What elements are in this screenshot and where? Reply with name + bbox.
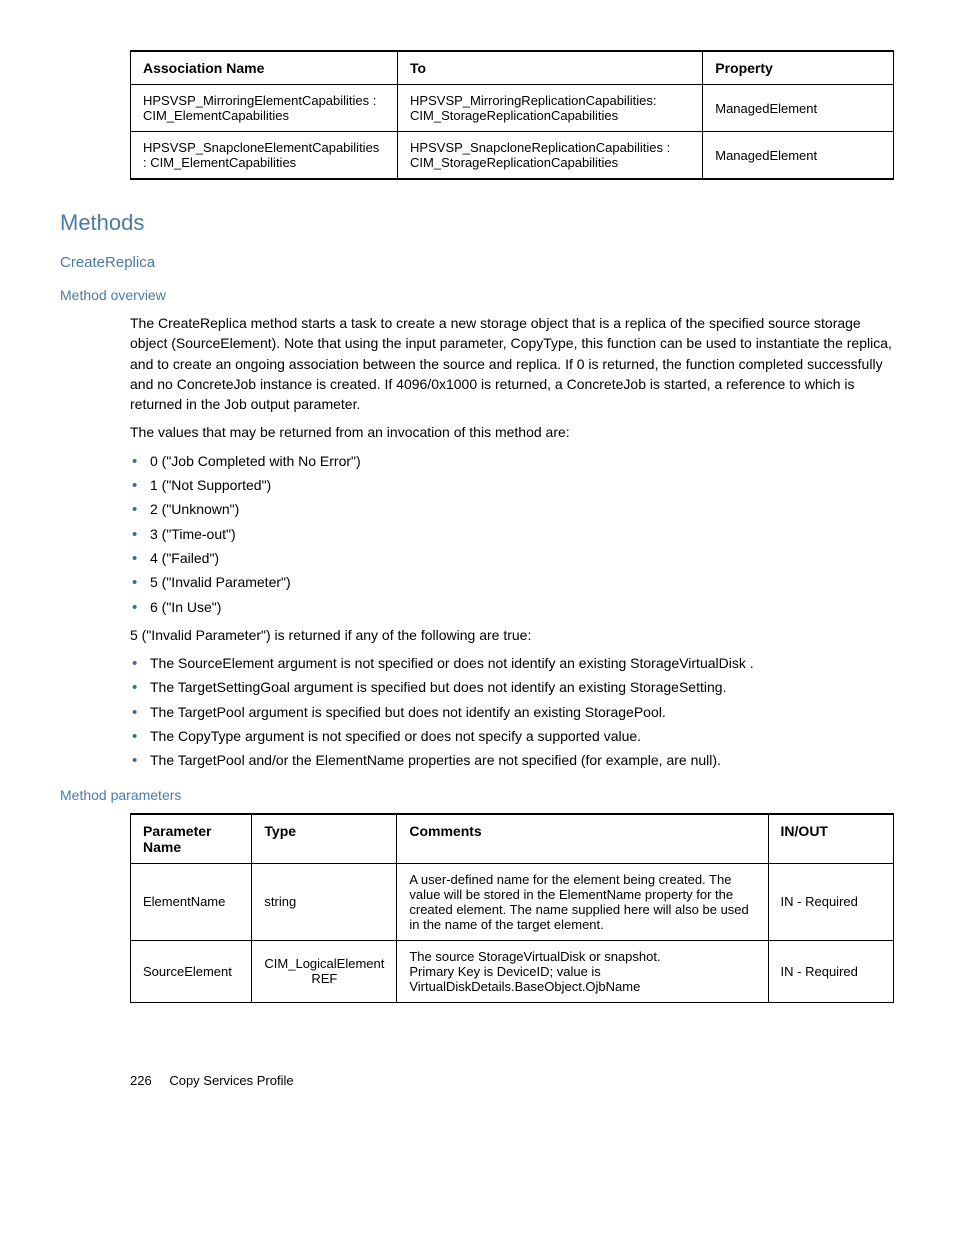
page-number: 226	[130, 1073, 152, 1088]
list-item: The TargetPool and/or the ElementName pr…	[130, 750, 894, 770]
th-to: To	[398, 51, 703, 85]
list-item: The CopyType argument is not specified o…	[130, 726, 894, 746]
overview-p2: The values that may be returned from an …	[130, 422, 894, 442]
association-table: Association Name To Property HPSVSP_Mirr…	[130, 50, 894, 180]
list-item: 4 ("Failed")	[130, 548, 894, 568]
overview-body: The CreateReplica method starts a task t…	[130, 313, 894, 771]
table-row: SourceElement CIM_LogicalElement REF The…	[131, 940, 894, 1002]
list-item: The TargetSettingGoal argument is specif…	[130, 677, 894, 697]
overview-p1: The CreateReplica method starts a task t…	[130, 313, 894, 414]
page-footer: 226 Copy Services Profile	[60, 1073, 894, 1088]
th-param-name: Parameter Name	[131, 814, 252, 864]
th-type: Type	[252, 814, 397, 864]
list-item: 0 ("Job Completed with No Error")	[130, 451, 894, 471]
return-values-list: 0 ("Job Completed with No Error") 1 ("No…	[130, 451, 894, 617]
th-property: Property	[703, 51, 894, 85]
heading-methods: Methods	[60, 210, 894, 236]
heading-create-replica: CreateReplica	[60, 254, 894, 271]
list-item: The TargetPool argument is specified but…	[130, 702, 894, 722]
heading-method-overview: Method overview	[60, 287, 894, 303]
footer-section: Copy Services Profile	[169, 1073, 293, 1088]
th-inout: IN/OUT	[768, 814, 893, 864]
heading-method-parameters: Method parameters	[60, 787, 894, 803]
list-item: 6 ("In Use")	[130, 597, 894, 617]
table-row: ElementName string A user-defined name f…	[131, 863, 894, 940]
th-assoc-name: Association Name	[131, 51, 398, 85]
list-item: 2 ("Unknown")	[130, 499, 894, 519]
table-row: HPSVSP_MirroringElementCapabilities : CI…	[131, 85, 894, 132]
parameters-table: Parameter Name Type Comments IN/OUT Elem…	[130, 813, 894, 1003]
list-item: 5 ("Invalid Parameter")	[130, 572, 894, 592]
list-item: 1 ("Not Supported")	[130, 475, 894, 495]
overview-p3: 5 ("Invalid Parameter") is returned if a…	[130, 625, 894, 645]
list-item: The SourceElement argument is not specif…	[130, 653, 894, 673]
th-comments: Comments	[397, 814, 768, 864]
list-item: 3 ("Time-out")	[130, 524, 894, 544]
conditions-list: The SourceElement argument is not specif…	[130, 653, 894, 770]
table-row: HPSVSP_SnapcloneElementCapabilities : CI…	[131, 132, 894, 180]
